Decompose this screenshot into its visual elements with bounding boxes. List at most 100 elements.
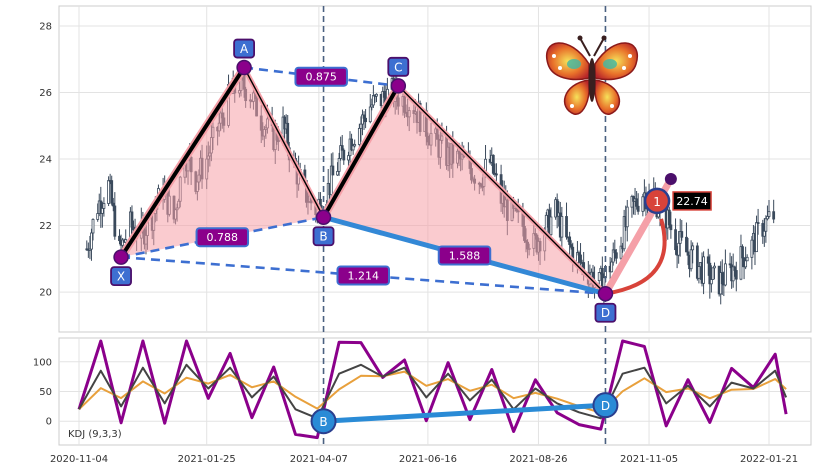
kdj-y-tick-label: 50 [39, 387, 52, 398]
candle-body [697, 266, 701, 279]
candle-body [667, 209, 671, 226]
candle-body [565, 216, 568, 238]
candle-body [744, 260, 748, 268]
candle-body [96, 213, 100, 220]
ratio-dashed-line [120, 215, 324, 259]
price-y-tick-label: 26 [39, 88, 52, 99]
kdj-divergence-label: B [319, 415, 327, 429]
candle-body [560, 216, 564, 238]
candle-body [362, 114, 366, 119]
ratio-label-box [336, 265, 391, 286]
kdj-divergence-line [321, 402, 608, 424]
candle-body [766, 216, 769, 220]
target-marker [643, 187, 671, 215]
candle-body [756, 222, 760, 224]
candle-body [708, 262, 712, 285]
target-value-box [672, 191, 712, 211]
candle-body [619, 245, 623, 259]
candle-body [772, 211, 776, 220]
candle-body [350, 138, 353, 151]
candle-body [569, 244, 573, 248]
candle-body [88, 248, 92, 251]
candle-body [641, 196, 645, 212]
candle-body [368, 106, 372, 123]
pattern-point-box [110, 266, 132, 287]
candle-body [382, 91, 386, 98]
candle-body [337, 158, 341, 172]
candle-body [767, 211, 771, 217]
candle-body [685, 236, 688, 253]
kdj-label: KDJ (9,3,3) [68, 429, 122, 440]
candle-body [745, 256, 749, 262]
candle-body [130, 211, 134, 228]
kdj-k-line [78, 363, 788, 420]
candle-body [495, 173, 498, 176]
candle-body [331, 165, 335, 176]
candle-body [90, 232, 93, 250]
candle-body [113, 205, 117, 237]
x-tick-label: 2021-06-16 [399, 454, 457, 465]
candle-body [577, 252, 581, 256]
ratio-label-box [437, 245, 492, 266]
candle-body [764, 218, 768, 232]
candle-body [613, 249, 617, 254]
candle-body [110, 180, 114, 204]
candle-body [597, 272, 601, 282]
candle-body [491, 154, 495, 174]
candle-body [329, 165, 333, 196]
candle-body [91, 219, 95, 234]
candle-body [371, 95, 375, 106]
candle-body [669, 224, 673, 231]
candle-body [713, 265, 716, 269]
x-tick-label: 2020-11-04 [50, 454, 108, 465]
candle-body [102, 203, 106, 209]
pattern-point-marker [315, 209, 332, 225]
x-tick-label: 2021-08-26 [509, 454, 567, 465]
ratio-label: 1.214 [348, 269, 380, 282]
x-tick-label: 2021-01-25 [178, 454, 236, 465]
price-y-tick-label: 28 [39, 21, 52, 32]
candle-body [739, 246, 743, 280]
candle-body [755, 222, 758, 253]
kdj-j-line [77, 339, 788, 440]
candle-body [359, 123, 363, 129]
pattern-point-box [312, 226, 335, 247]
candle-body [706, 256, 710, 264]
candle-body [107, 180, 110, 204]
candle-body [549, 216, 553, 236]
price-y-tick-label: 22 [39, 221, 52, 232]
candle-body [622, 216, 626, 250]
pattern-leg [119, 65, 247, 260]
pattern-point-label: A [240, 42, 249, 56]
pattern-point-marker [113, 249, 129, 265]
candle-body [347, 155, 350, 161]
candle-body [375, 93, 378, 97]
kdj-divergence-marker [310, 408, 337, 435]
candle-body [674, 229, 677, 251]
price-y-tick-label: 20 [39, 288, 52, 299]
candle-body [636, 205, 640, 212]
pattern-point-label: C [394, 60, 402, 74]
candle-body [680, 231, 684, 238]
candle-body [132, 226, 135, 231]
candle-body [728, 263, 732, 266]
target-value-label: 22.74 [676, 195, 708, 208]
candle-body [124, 239, 128, 243]
candle-body [610, 261, 614, 273]
ratio-label: 1.588 [449, 249, 481, 262]
candle-body [733, 266, 737, 271]
candle-body [734, 270, 738, 280]
candle-body [568, 236, 572, 245]
pattern-point-box [233, 38, 256, 59]
ratio-label-box [294, 66, 348, 87]
pattern-point-marker [390, 78, 407, 94]
butterfly-icon [545, 35, 639, 115]
candle-body [353, 144, 357, 147]
pattern-point-label: D [601, 306, 610, 320]
kdj-y-tick-label: 0 [46, 417, 52, 428]
x-tick-label: 2022-01-21 [740, 454, 798, 465]
candle-body [625, 206, 629, 228]
candle-body [611, 249, 615, 263]
pattern-point-label: X [117, 270, 125, 284]
pattern-triangle [323, 85, 606, 294]
